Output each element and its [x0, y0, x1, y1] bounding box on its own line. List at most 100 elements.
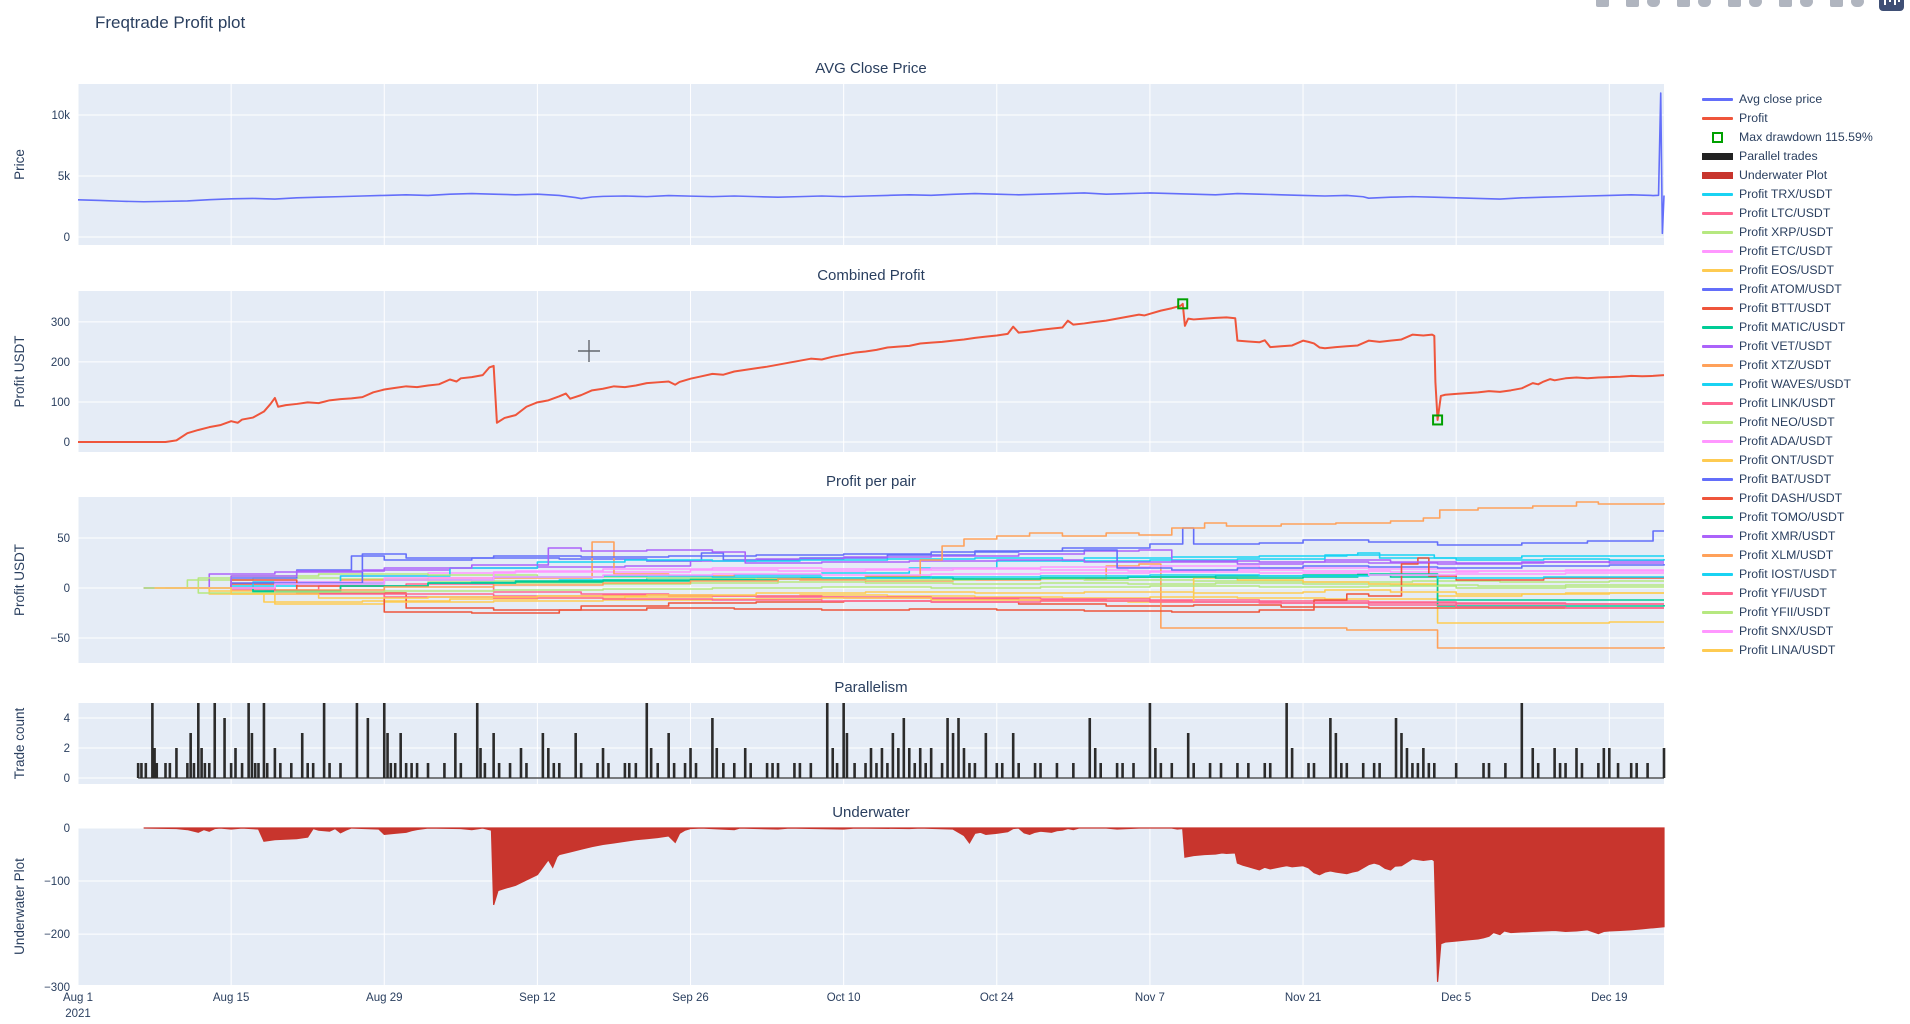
legend-item-profit-eos-usdt[interactable]: Profit EOS/USDT	[1702, 261, 1873, 280]
legend-label: Parallel trades	[1739, 149, 1818, 163]
legend: Avg close price Profit Max drawdown 115.59…	[1702, 90, 1873, 660]
legend-item-profit-bat-usdt[interactable]: Profit BAT/USDT	[1702, 470, 1873, 489]
zoom-out-icon[interactable]	[1745, 0, 1766, 11]
trade-count-bar	[1422, 748, 1425, 778]
series-profit-atom-usdt	[165, 527, 1664, 589]
reset-axes-icon[interactable]	[1796, 0, 1817, 11]
series-profit-eos-usdt	[154, 587, 1664, 624]
trade-count-bar	[186, 763, 189, 778]
legend-label: Profit XRP/USDT	[1739, 225, 1834, 239]
legend-item-profit-ltc-usdt[interactable]: Profit LTC/USDT	[1702, 204, 1873, 223]
legend-item-profit-etc-usdt[interactable]: Profit ETC/USDT	[1702, 242, 1873, 261]
trade-count-bar	[519, 748, 523, 778]
legend-label: Profit LINA/USDT	[1739, 643, 1836, 657]
subplot-title-combined-profit: Combined Profit	[817, 267, 925, 284]
magnifier-glyph	[1626, 0, 1639, 7]
trade-count-bar	[627, 763, 631, 778]
magnifier-icon[interactable]	[1622, 0, 1643, 11]
trade-count-bar	[223, 718, 226, 778]
plotly-logo[interactable]	[1879, 0, 1904, 11]
box-select-icon[interactable]	[1673, 0, 1694, 11]
y-tick-label: 10k	[51, 110, 70, 122]
legend-item-profit-snx-usdt[interactable]: Profit SNX/USDT	[1702, 622, 1873, 641]
legend-item-profit-trx-usdt[interactable]: Profit TRX/USDT	[1702, 185, 1873, 204]
legend-item-profit-atom-usdt[interactable]: Profit ATOM/USDT	[1702, 280, 1873, 299]
trade-count-bar	[1454, 763, 1458, 778]
figure-title: Freqtrade Profit plot	[95, 13, 246, 32]
trade-count-bar	[1646, 763, 1649, 778]
legend-item-profit[interactable]: Profit	[1702, 109, 1873, 128]
x-tick-label: Dec 5	[1441, 992, 1471, 1004]
trade-count-bar	[765, 763, 769, 778]
trade-count-bar	[393, 763, 397, 778]
legend-item-profit-iost-usdt[interactable]: Profit IOST/USDT	[1702, 565, 1873, 584]
trade-count-bar	[1099, 763, 1102, 778]
legend-item-max-drawdown-115-59[interactable]: Max drawdown 115.59%	[1702, 128, 1873, 147]
profit-xmr-usdt-swatch-icon	[1702, 535, 1733, 538]
show-closest-on-hover-icon[interactable]	[1826, 0, 1847, 11]
trade-count-bar	[541, 733, 545, 778]
legend-item-profit-tomo-usdt[interactable]: Profit TOMO/USDT	[1702, 508, 1873, 527]
legend-item-parallel-trades[interactable]: Parallel trades	[1702, 147, 1873, 166]
legend-item-profit-ada-usdt[interactable]: Profit ADA/USDT	[1702, 432, 1873, 451]
legend-item-profit-xlm-usdt[interactable]: Profit XLM/USDT	[1702, 546, 1873, 565]
legend-item-profit-link-usdt[interactable]: Profit LINK/USDT	[1702, 394, 1873, 413]
legend-item-avg-close-price[interactable]: Avg close price	[1702, 90, 1873, 109]
trade-count-bar	[192, 763, 196, 778]
x-tick-label: Oct 24	[980, 992, 1014, 1004]
crosshair-cursor	[578, 340, 600, 362]
legend-item-profit-xtz-usdt[interactable]: Profit XTZ/USDT	[1702, 356, 1873, 375]
legend-item-profit-neo-usdt[interactable]: Profit NEO/USDT	[1702, 413, 1873, 432]
compare-data-on-hover-icon[interactable]	[1847, 0, 1868, 11]
trade-count-bar	[1192, 763, 1195, 778]
legend-item-profit-yfii-usdt[interactable]: Profit YFII/USDT	[1702, 603, 1873, 622]
trade-count-bar	[1575, 748, 1578, 778]
trade-count-bar	[234, 748, 237, 778]
trade-count-bar	[776, 763, 780, 778]
series-profit-vet-usdt	[165, 549, 1664, 589]
profit-swatch-icon	[1702, 117, 1733, 120]
trade-count-bar	[1088, 718, 1092, 778]
profit-etc-usdt-swatch-icon	[1702, 250, 1733, 253]
legend-item-profit-ont-usdt[interactable]: Profit ONT/USDT	[1702, 451, 1873, 470]
trade-count-bar	[492, 733, 495, 778]
zoom-in-icon[interactable]	[1724, 0, 1745, 11]
trade-count-bar	[1531, 748, 1535, 778]
modebar-group	[1622, 0, 1664, 11]
legend-label: Profit YFI/USDT	[1739, 586, 1827, 600]
legend-item-profit-lina-usdt[interactable]: Profit LINA/USDT	[1702, 641, 1873, 660]
trade-count-bar	[300, 733, 304, 778]
trade-count-bar	[995, 763, 999, 778]
trade-count-bar	[1121, 763, 1124, 778]
subplot-title-parallelism: Parallelism	[834, 679, 907, 696]
lasso-select-icon[interactable]	[1694, 0, 1715, 11]
legend-label: Profit LTC/USDT	[1739, 206, 1831, 220]
legend-label: Profit ATOM/USDT	[1739, 282, 1842, 296]
legend-item-profit-waves-usdt[interactable]: Profit WAVES/USDT	[1702, 375, 1873, 394]
trade-count-bar	[1263, 763, 1267, 778]
plot-area-avg-close-price[interactable]	[78, 84, 1664, 245]
legend-item-underwater-plot[interactable]: Underwater Plot	[1702, 166, 1873, 185]
autoscale-icon[interactable]	[1775, 0, 1796, 11]
legend-item-profit-dash-usdt[interactable]: Profit DASH/USDT	[1702, 489, 1873, 508]
profit-tomo-usdt-swatch-icon	[1702, 516, 1733, 519]
legend-item-profit-yfi-usdt[interactable]: Profit YFI/USDT	[1702, 584, 1873, 603]
plot-area-combined-profit[interactable]	[78, 291, 1664, 452]
legend-label: Profit YFII/USDT	[1739, 605, 1831, 619]
legend-item-profit-xmr-usdt[interactable]: Profit XMR/USDT	[1702, 527, 1873, 546]
trade-count-bar	[1148, 703, 1152, 778]
trade-count-bar	[1285, 703, 1288, 778]
legend-item-profit-vet-usdt[interactable]: Profit VET/USDT	[1702, 337, 1873, 356]
legend-item-profit-matic-usdt[interactable]: Profit MATIC/USDT	[1702, 318, 1873, 337]
legend-item-profit-btt-usdt[interactable]: Profit BTT/USDT	[1702, 299, 1873, 318]
legend-label: Profit IOST/USDT	[1739, 567, 1837, 581]
trade-count-bar	[1536, 763, 1540, 778]
compare-data-on-hover-glyph	[1851, 0, 1864, 7]
pan-icon[interactable]	[1643, 0, 1664, 11]
max-drawdown-115-59-swatch-icon	[1702, 132, 1733, 143]
zoom-out-glyph	[1749, 0, 1762, 7]
camera-icon[interactable]	[1592, 0, 1613, 11]
trade-count-bar	[1602, 748, 1606, 778]
legend-item-profit-xrp-usdt[interactable]: Profit XRP/USDT	[1702, 223, 1873, 242]
